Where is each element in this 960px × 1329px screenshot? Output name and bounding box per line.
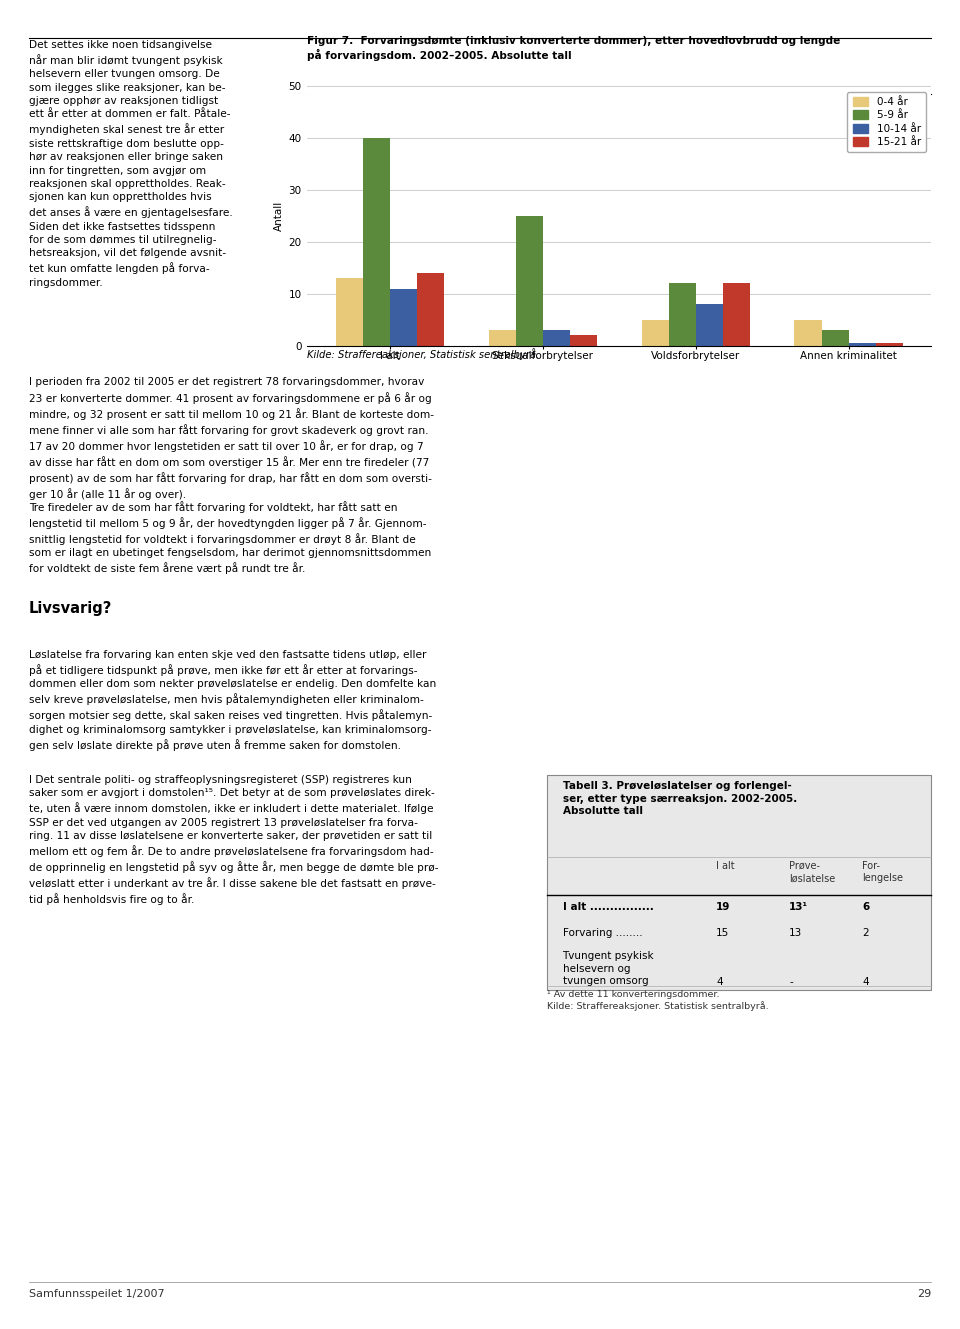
Text: For-
lengelse: For- lengelse: [862, 861, 903, 884]
Text: 19: 19: [716, 902, 731, 912]
Text: Kilde: Straffereaksjoner, Statistisk sentralbyrå.: Kilde: Straffereaksjoner, Statistisk sen…: [307, 348, 540, 360]
Text: Tre firedeler av de som har fått forvaring for voldtekt, har fått satt en
lengst: Tre firedeler av de som har fått forvari…: [29, 501, 431, 574]
Text: I perioden fra 2002 til 2005 er det registrert 78 forvaringsdommer, hvorav
23 er: I perioden fra 2002 til 2005 er det regi…: [29, 377, 434, 500]
Bar: [641, 320, 668, 346]
Text: I alt ................: I alt ................: [563, 902, 654, 912]
Bar: [390, 288, 417, 346]
Text: I alt: I alt: [716, 861, 734, 870]
Bar: [849, 343, 876, 346]
Y-axis label: Antall: Antall: [275, 201, 284, 231]
Text: Livsvarig?: Livsvarig?: [29, 601, 112, 615]
Text: Løslatelse fra forvaring kan enten skje ved den fastsatte tidens utløp, eller
på: Løslatelse fra forvaring kan enten skje …: [29, 650, 436, 751]
Text: Tabell 3. Prøveløslatelser og forlengel-
ser, etter type særreaksjon. 2002-2005.: Tabell 3. Prøveløslatelser og forlengel-…: [563, 781, 797, 816]
Bar: [668, 283, 696, 346]
Bar: [570, 335, 597, 346]
Bar: [516, 217, 542, 346]
Text: 15: 15: [716, 928, 730, 938]
Text: -: -: [789, 977, 793, 987]
Text: Figur 7.  Forvaringsdømte (inklusiv konverterte dommer), etter hovedlovbrudd og : Figur 7. Forvaringsdømte (inklusiv konve…: [307, 36, 841, 61]
Bar: [723, 283, 750, 346]
Text: Forvaring ........: Forvaring ........: [563, 928, 642, 938]
Text: ¹ Av dette 11 konverteringsdommer.
Kilde: Straffereaksjoner. Statistisk sentralb: ¹ Av dette 11 konverteringsdommer. Kilde…: [547, 990, 769, 1011]
Bar: [795, 320, 822, 346]
Legend: 0-4 år, 5-9 år, 10-14 år, 15-21 år: 0-4 år, 5-9 år, 10-14 år, 15-21 år: [848, 92, 926, 153]
Bar: [336, 278, 363, 346]
Text: 4: 4: [862, 977, 869, 987]
Text: Særreaksjoner: Særreaksjoner: [34, 23, 114, 32]
Text: Tvungent psykisk
helsevern og
tvungen omsorg: Tvungent psykisk helsevern og tvungen om…: [563, 952, 654, 986]
Text: 13: 13: [789, 928, 803, 938]
Bar: [696, 304, 723, 346]
Text: Samfunnsspeilet 1/2007: Samfunnsspeilet 1/2007: [29, 1289, 164, 1300]
Text: 4: 4: [716, 977, 723, 987]
Text: 13¹: 13¹: [789, 902, 808, 912]
Bar: [876, 343, 902, 346]
Bar: [417, 272, 444, 346]
Text: 2: 2: [862, 928, 869, 938]
Bar: [542, 330, 570, 346]
Text: 29: 29: [917, 1289, 931, 1300]
Bar: [822, 330, 849, 346]
Text: I Det sentrale politi- og straffeoplysningsregisteret (SSP) registreres kun
sake: I Det sentrale politi- og straffeoplysni…: [29, 775, 439, 905]
Text: Det settes ikke noen tidsangivelse
når man blir idømt tvungent psykisk
helsevern: Det settes ikke noen tidsangivelse når m…: [29, 40, 232, 288]
Text: Prøve-
løslatelse: Prøve- løslatelse: [789, 861, 835, 884]
Text: 6: 6: [862, 902, 870, 912]
Bar: [489, 330, 516, 346]
Bar: [363, 138, 390, 346]
